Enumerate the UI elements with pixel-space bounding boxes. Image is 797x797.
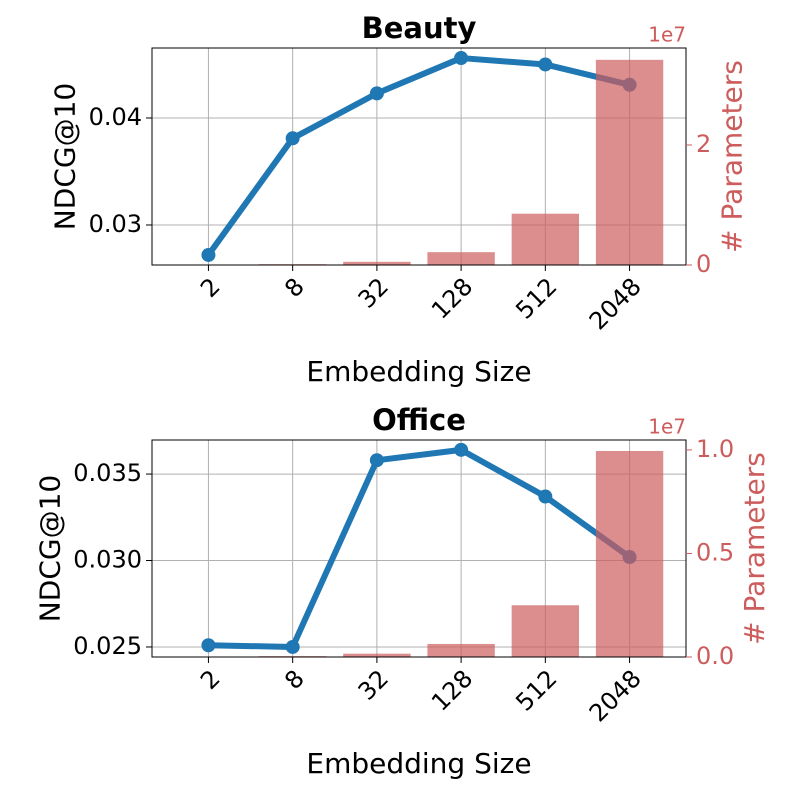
bar xyxy=(595,59,664,266)
chart-title: Beauty xyxy=(362,11,477,45)
x-tick-label: 2 xyxy=(195,272,226,303)
y2-tick-label: 1.0 xyxy=(696,435,734,463)
x-tick-label: 8 xyxy=(279,272,310,303)
x-axis-label: Embedding Size xyxy=(306,747,531,780)
y2-axis-label: # Parameters xyxy=(738,452,771,645)
x-tick-label: 128 xyxy=(426,272,478,324)
x-tick-label: 2 xyxy=(195,664,226,695)
bar xyxy=(595,450,664,657)
x-tick-label: 512 xyxy=(510,664,562,716)
y-axis-label: NDCG@10 xyxy=(49,83,82,230)
y2-tick-label: 0 xyxy=(696,250,711,278)
y2-offset-label: 1e7 xyxy=(648,415,686,439)
plot-frame xyxy=(151,439,687,658)
y2-offset-label: 1e7 xyxy=(648,23,686,47)
bar xyxy=(511,213,580,265)
line xyxy=(208,446,632,650)
y-tick-label: 0.035 xyxy=(73,459,142,487)
bar xyxy=(343,653,411,657)
y-tick-label: 0.03 xyxy=(89,210,142,238)
x-tick-label: 32 xyxy=(353,664,394,705)
x-axis-label: Embedding Size xyxy=(306,355,531,388)
point xyxy=(369,453,384,468)
bar xyxy=(427,643,495,657)
point xyxy=(369,86,384,101)
x-tick-label: 128 xyxy=(426,664,478,716)
y-tick-label: 0.04 xyxy=(89,103,142,131)
y2-tick-label: 2 xyxy=(696,130,711,158)
point xyxy=(454,51,469,66)
y2-tick-label: 0.5 xyxy=(696,538,734,566)
point xyxy=(538,489,553,504)
y2-tick-label: 0.0 xyxy=(696,642,734,670)
point xyxy=(201,638,216,653)
x-tick-label: 32 xyxy=(353,272,394,313)
line xyxy=(205,55,631,257)
point xyxy=(538,57,553,72)
x-tick-label: 2048 xyxy=(584,664,647,727)
bar xyxy=(427,252,495,265)
chart-title: Office xyxy=(372,403,466,437)
bar xyxy=(343,261,411,265)
y2-axis-label: # Parameters xyxy=(715,60,748,253)
point xyxy=(454,442,469,457)
point xyxy=(285,131,300,146)
bar xyxy=(511,605,580,657)
x-tick-label: 512 xyxy=(510,272,562,324)
x-tick-label: 2048 xyxy=(584,272,647,335)
plot-frame xyxy=(151,47,687,266)
y-axis-label: NDCG@10 xyxy=(33,475,66,622)
x-tick-label: 8 xyxy=(279,664,310,695)
point xyxy=(201,247,216,262)
y-tick-label: 0.030 xyxy=(73,546,142,574)
point xyxy=(285,639,300,654)
y-tick-label: 0.025 xyxy=(73,632,142,660)
